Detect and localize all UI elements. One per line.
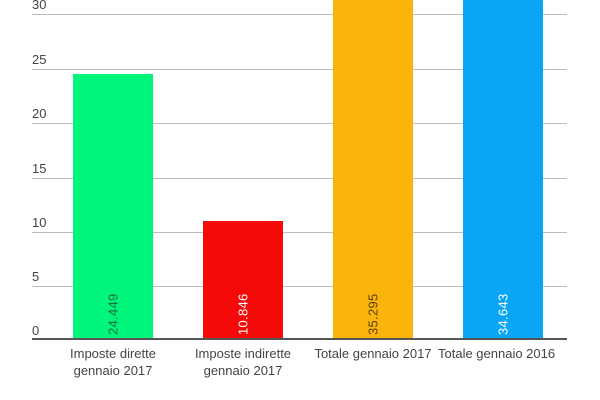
bar-value-label: 24.449 <box>105 293 121 335</box>
bar-totale-2017[interactable]: 35.295 <box>333 0 413 339</box>
gridline-10 <box>32 232 567 233</box>
x-label-totale-2017: Totale gennaio 2017 <box>310 345 436 362</box>
gridline-5 <box>32 286 567 287</box>
gridline-25 <box>32 69 567 70</box>
gridline-30 <box>32 14 567 15</box>
bar-totale-2016[interactable]: 34.643 <box>463 0 543 339</box>
x-label-line: gennaio 2017 <box>73 363 153 378</box>
gridline-15 <box>32 178 567 179</box>
bar-value-label: 34.643 <box>495 293 511 335</box>
x-label-line: gennaio 2017 <box>203 363 283 378</box>
bar-imposte-indirette[interactable]: 10.846 <box>203 221 283 339</box>
x-label-line: Imposte dirette <box>70 346 156 361</box>
x-label-imposte-dirette: Imposte dirette gennaio 2017 <box>63 345 163 379</box>
ytick-label: 15 <box>32 161 47 176</box>
ytick-label: 10 <box>32 215 47 230</box>
ytick-label: 0 <box>32 323 40 338</box>
gridline-20 <box>32 123 567 124</box>
ytick-label: 25 <box>32 52 47 67</box>
ytick-label: 5 <box>32 269 40 284</box>
x-label-totale-2016: Totale gennaio 2016 <box>438 345 567 362</box>
x-label-line: Totale gennaio 2017 <box>314 346 432 361</box>
x-axis-baseline <box>32 338 567 340</box>
x-label-line: Totale gennaio 2016 <box>438 346 556 361</box>
ytick-label: 30 <box>32 0 47 12</box>
ytick-label: 20 <box>32 106 47 121</box>
x-label-imposte-indirette: Imposte indirette gennaio 2017 <box>188 345 298 379</box>
x-label-line: Imposte indirette <box>194 346 292 361</box>
bar-value-label: 10.846 <box>235 293 251 335</box>
bar-imposte-dirette[interactable]: 24.449 <box>73 74 153 339</box>
bar-value-label: 35.295 <box>365 293 381 335</box>
